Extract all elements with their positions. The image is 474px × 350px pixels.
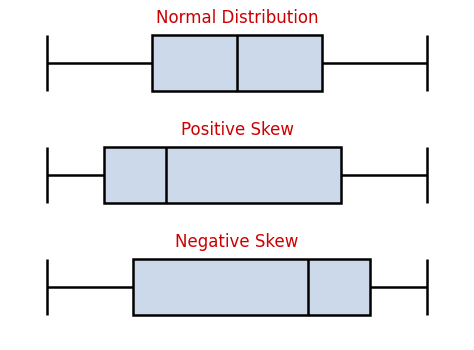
Bar bbox=[104, 147, 341, 203]
Text: Normal Distribution: Normal Distribution bbox=[156, 9, 318, 27]
Bar bbox=[133, 259, 370, 315]
Text: Negative Skew: Negative Skew bbox=[175, 233, 299, 251]
Text: Positive Skew: Positive Skew bbox=[181, 121, 293, 139]
Bar bbox=[152, 35, 322, 91]
